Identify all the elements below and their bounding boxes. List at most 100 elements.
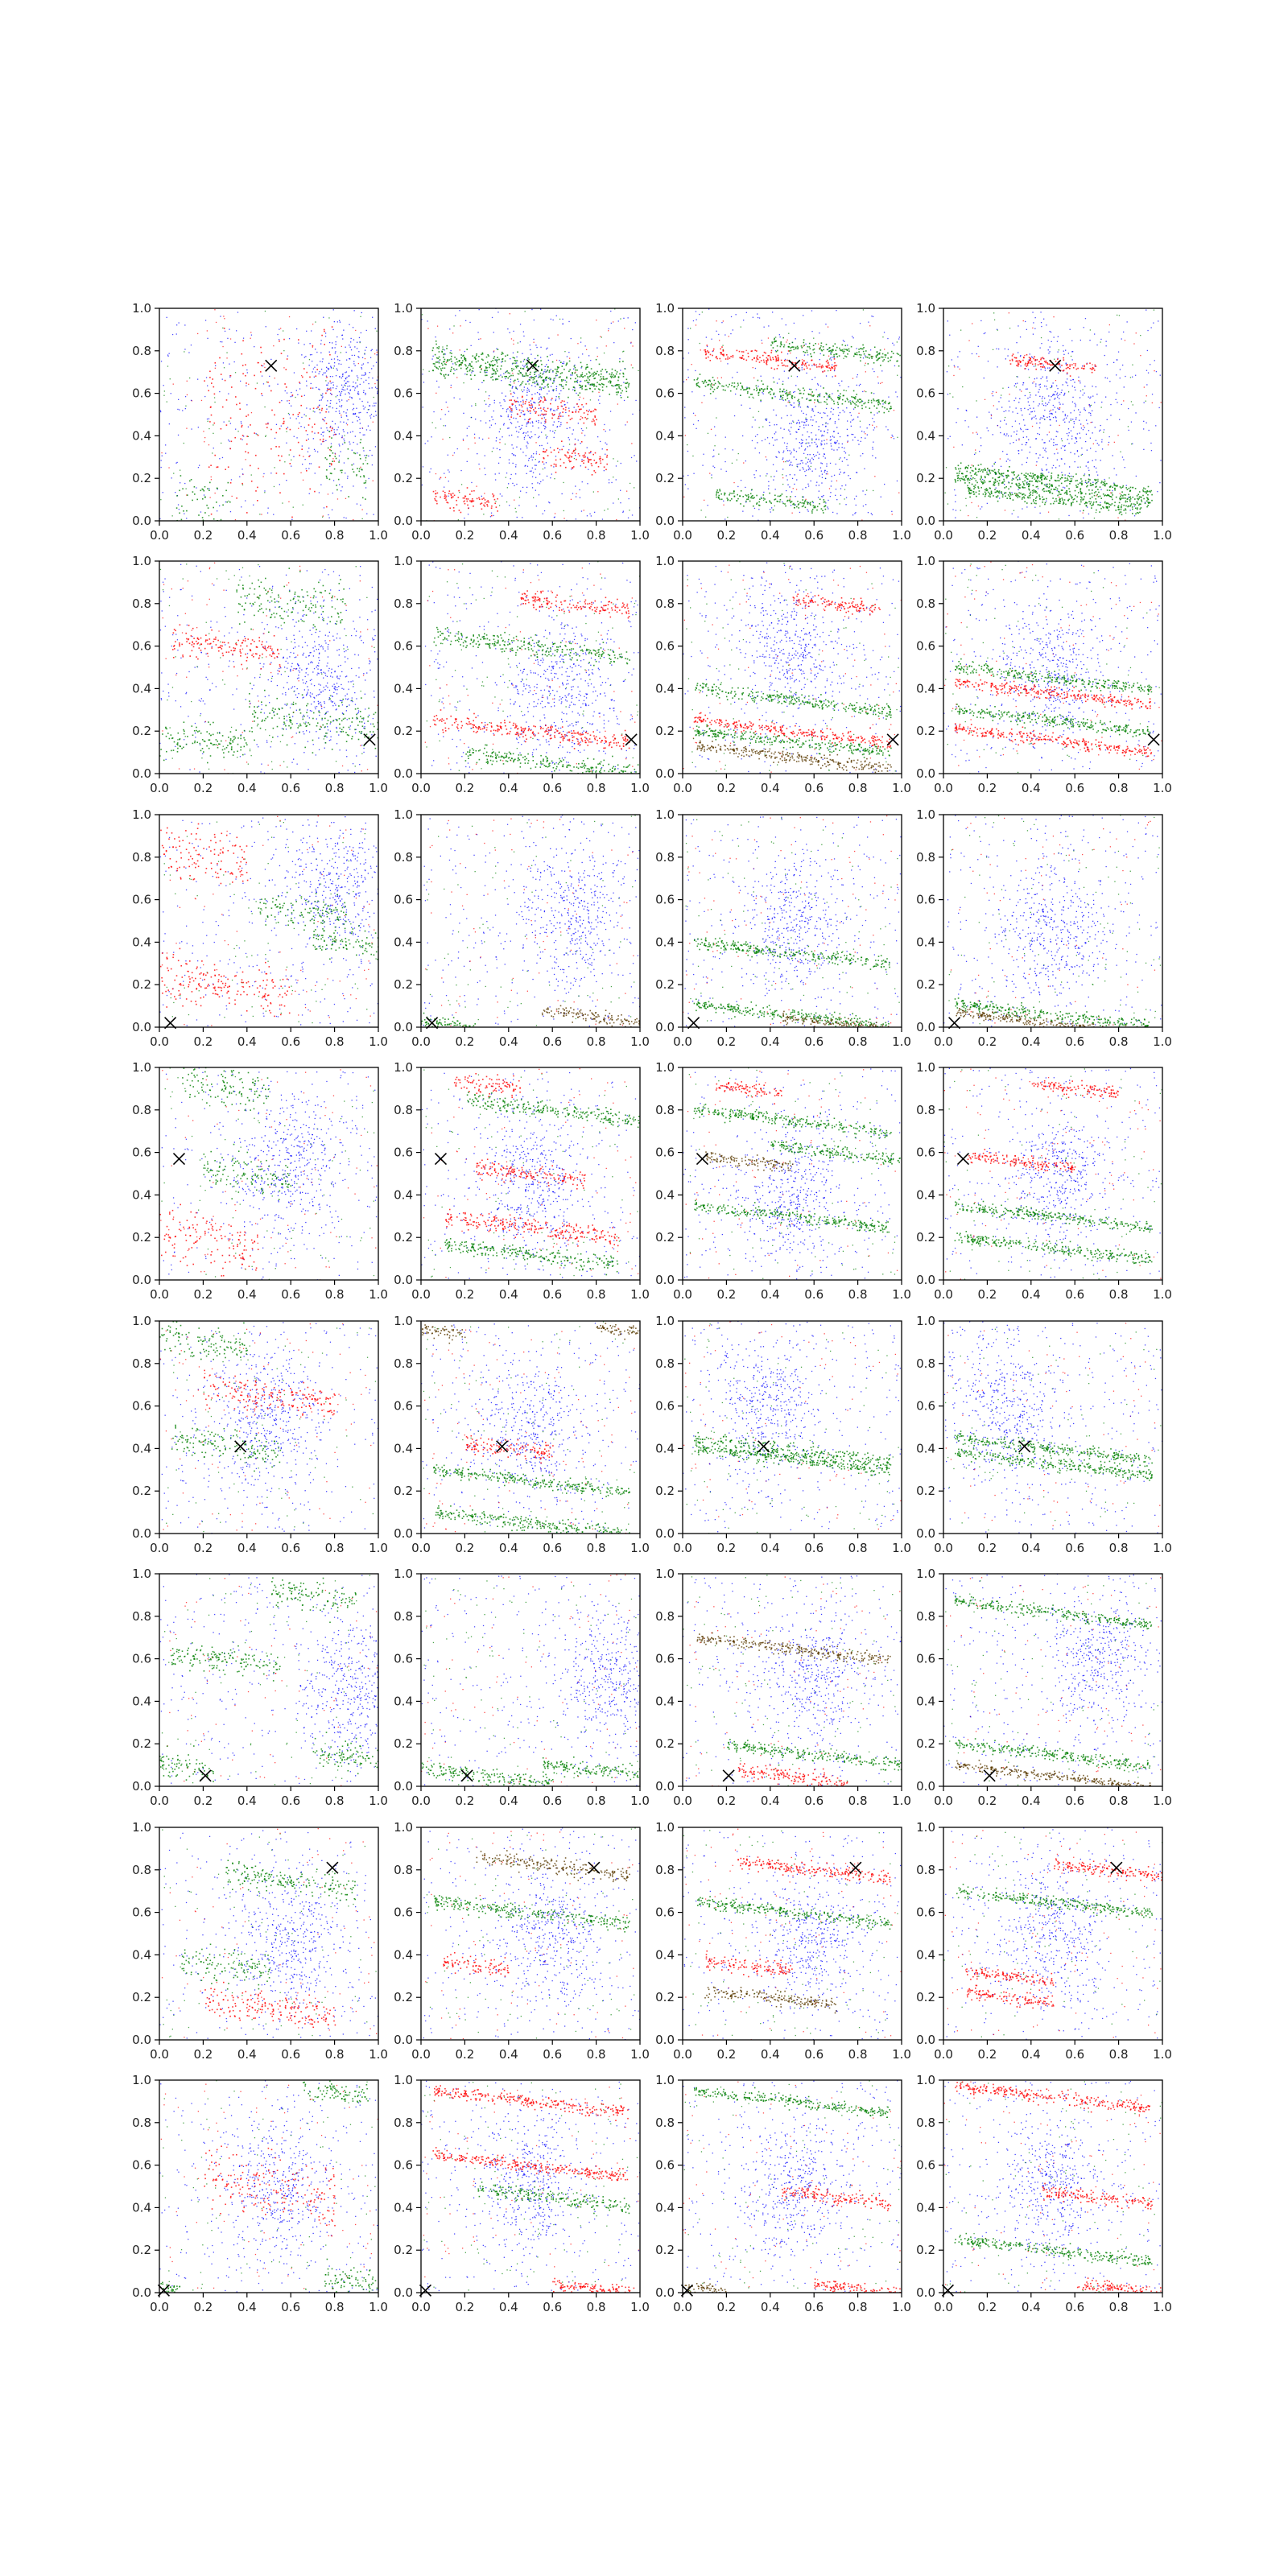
y-tick-label: 0.6 <box>132 639 151 654</box>
y-tick-label: 0.0 <box>132 2033 151 2047</box>
x-tick-label: 1.0 <box>892 2047 911 2062</box>
x-tick-label: 0.4 <box>237 528 257 543</box>
x-tick-label: 0.0 <box>934 1794 953 1808</box>
axes-frame <box>682 560 902 774</box>
y-tick-label: 0.2 <box>132 977 151 992</box>
axes-frame <box>682 2079 902 2293</box>
x-tick-label: 0.0 <box>673 1794 692 1808</box>
y-tick-label: 1.0 <box>655 1314 675 1328</box>
scatter-points <box>944 309 1162 521</box>
x-tick-label: 0.4 <box>1022 2047 1041 2062</box>
axes-frame <box>420 1067 641 1281</box>
x-tick-label: 0.0 <box>411 1541 431 1555</box>
y-tick-label: 0.8 <box>655 850 675 865</box>
y-tick-label: 0.0 <box>394 1779 413 1794</box>
y-tick-label: 0.2 <box>394 1484 413 1498</box>
scatter-points <box>423 1827 640 2040</box>
y-tick-label: 0.0 <box>916 2033 935 2047</box>
scatter-points <box>424 561 640 774</box>
scatter-points <box>683 2080 902 2293</box>
scatter-points <box>683 1321 902 1534</box>
y-tick-label: 0.6 <box>394 639 413 654</box>
x-tick-label: 0.4 <box>761 1541 780 1555</box>
x-tick-label: 0.4 <box>761 528 780 543</box>
y-tick-label: 0.4 <box>132 681 151 696</box>
y-tick-label: 0.8 <box>655 1863 675 1877</box>
y-tick-label: 0.6 <box>132 1146 151 1160</box>
y-tick-label: 0.0 <box>916 1526 935 1541</box>
y-tick-label: 0.8 <box>394 1863 413 1877</box>
axes-frame <box>943 1320 1163 1534</box>
y-tick-label: 1.0 <box>655 301 675 316</box>
axes-frame <box>159 1320 379 1534</box>
y-tick-label: 0.0 <box>655 514 675 528</box>
x-tick-label: 0.4 <box>237 1034 257 1049</box>
panel-r5-c1: 0.0 0.2 0.4 0.6 0.8 1.0 0.0 0.2 0.4 0.6 0.8 1.0 <box>394 1567 650 1808</box>
y-tick-label: 0.2 <box>132 1230 151 1245</box>
panel-r3-c0: 0.0 0.2 0.4 0.6 0.8 1.0 0.0 0.2 0.4 0.6 0.8 1.0 <box>132 1060 388 1302</box>
x-tick-label: 0.0 <box>934 1541 953 1555</box>
x-tick-label: 1.0 <box>369 1034 388 1049</box>
y-tick-label: 0.4 <box>655 428 675 443</box>
scatter-points <box>943 1574 1162 1786</box>
y-tick-label: 0.0 <box>132 1779 151 1794</box>
x-marker <box>588 1861 601 1874</box>
x-tick-label: 0.2 <box>977 2300 997 2314</box>
y-tick-label: 0.0 <box>394 2285 413 2300</box>
x-tick-label: 1.0 <box>892 1034 911 1049</box>
x-tick-label: 0.4 <box>1022 1034 1041 1049</box>
x-marker <box>157 2284 171 2297</box>
y-tick-label: 0.8 <box>394 1103 413 1117</box>
x-tick-label: 0.2 <box>455 1034 474 1049</box>
x-marker <box>1049 359 1062 372</box>
scatter-points <box>159 1321 378 1534</box>
x-tick-label: 0.4 <box>1022 1541 1041 1555</box>
x-tick-label: 0.2 <box>716 1034 736 1049</box>
scatter-points <box>421 1068 640 1279</box>
x-marker <box>983 1769 996 1782</box>
x-tick-label: 0.0 <box>411 528 431 543</box>
y-tick-label: 0.2 <box>394 2243 413 2257</box>
x-marker <box>1147 733 1160 746</box>
y-tick-label: 1.0 <box>132 1314 151 1328</box>
x-tick-label: 0.0 <box>150 2047 169 2062</box>
x-tick-label: 0.6 <box>804 1541 824 1555</box>
scatter-points <box>421 815 640 1027</box>
axes-frame <box>682 1320 902 1534</box>
x-tick-label: 1.0 <box>1153 1287 1172 1302</box>
x-marker <box>788 359 801 372</box>
x-tick-label: 0.0 <box>673 2300 692 2314</box>
panel-r6-c0: 0.0 0.2 0.4 0.6 0.8 1.0 0.0 0.2 0.4 0.6 0.8 1.0 <box>132 1820 388 2062</box>
y-tick-label: 0.0 <box>916 1020 935 1034</box>
x-tick-label: 0.8 <box>325 1034 345 1049</box>
x-tick-label: 0.4 <box>761 1287 780 1302</box>
panel-r5-c0: 0.0 0.2 0.4 0.6 0.8 1.0 0.0 0.2 0.4 0.6 0.8 1.0 <box>132 1567 388 1808</box>
y-tick-label: 0.6 <box>132 386 151 401</box>
x-tick-label: 0.4 <box>499 781 518 795</box>
y-tick-label: 0.8 <box>916 1356 935 1371</box>
scatter-points <box>159 815 378 1026</box>
y-tick-label: 0.0 <box>394 514 413 528</box>
y-tick-label: 0.4 <box>916 681 935 696</box>
y-tick-label: 1.0 <box>394 301 413 316</box>
y-tick-label: 0.2 <box>916 1736 935 1751</box>
y-tick-label: 0.0 <box>655 2033 675 2047</box>
x-marker <box>199 1769 212 1782</box>
x-tick-label: 0.8 <box>587 2047 606 2062</box>
y-tick-label: 0.2 <box>916 1484 935 1498</box>
y-tick-label: 0.2 <box>655 471 675 485</box>
y-tick-label: 0.0 <box>394 1020 413 1034</box>
x-marker <box>849 1861 862 1874</box>
panel-r1-c1: 0.0 0.2 0.4 0.6 0.8 1.0 0.0 0.2 0.4 0.6 0.8 1.0 <box>394 554 650 795</box>
x-tick-label: 0.8 <box>848 1034 868 1049</box>
y-tick-label: 0.2 <box>916 977 935 992</box>
panel-r0-c1: 0.0 0.2 0.4 0.6 0.8 1.0 0.0 0.2 0.4 0.6 0.8 1.0 <box>394 301 650 543</box>
y-tick-label: 0.4 <box>132 428 151 443</box>
x-tick-label: 0.0 <box>411 1287 431 1302</box>
x-tick-label: 0.2 <box>455 528 474 543</box>
panel-r3-c3: 0.0 0.2 0.4 0.6 0.8 1.0 0.0 0.2 0.4 0.6 0.8 1.0 <box>916 1060 1172 1302</box>
y-tick-label: 0.2 <box>655 2243 675 2257</box>
x-tick-label: 1.0 <box>630 1541 650 1555</box>
x-tick-label: 0.8 <box>325 1794 345 1808</box>
panel-r0-c2: 0.0 0.2 0.4 0.6 0.8 1.0 0.0 0.2 0.4 0.6 0.8 1.0 <box>655 301 911 543</box>
